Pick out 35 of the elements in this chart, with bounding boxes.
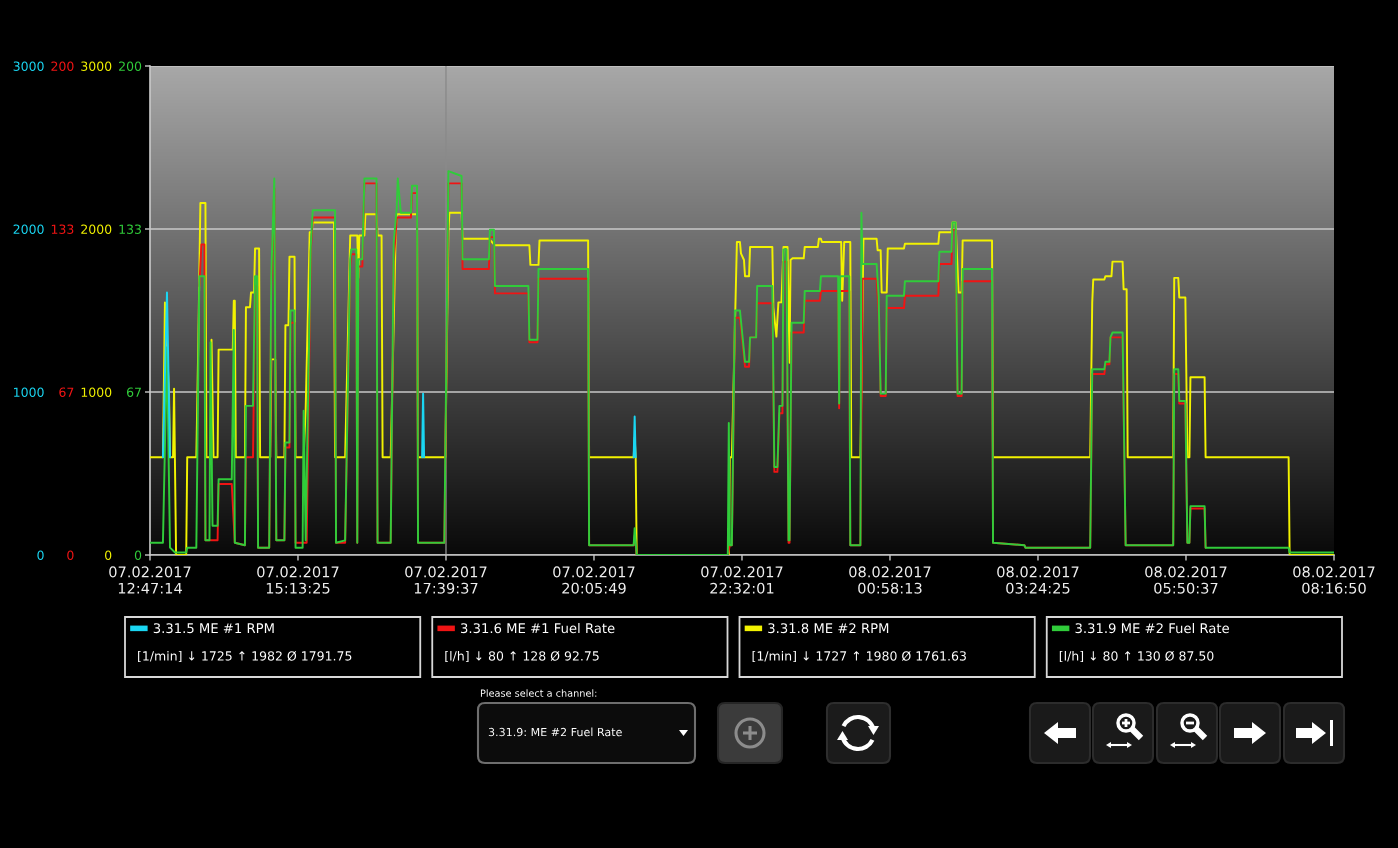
y2-tick-label: 133 bbox=[119, 224, 141, 234]
y3-tick-label: 0 bbox=[37, 550, 44, 560]
x-tick-label: 07.02.2017 15:13:25 bbox=[257, 566, 339, 594]
text: 0 bbox=[67, 550, 74, 560]
text: 133 bbox=[51, 224, 74, 234]
x-tick-label: 07.02.2017 12:47:14 bbox=[109, 566, 191, 594]
x-tick-label: 08.02.2017 00:58:13 bbox=[849, 566, 931, 594]
y3-tick-label: 3000 bbox=[13, 61, 44, 71]
y2-tick-label: 200 bbox=[119, 61, 142, 71]
text: Please select a channel: bbox=[480, 689, 597, 697]
y2-tick-label: 0 bbox=[134, 550, 142, 560]
y-tick-label: 1000 bbox=[81, 387, 112, 397]
text: 3.31.9: ME #2 Fuel Rate bbox=[488, 727, 622, 737]
legend-label: 3.31.5 ME #1 RPM bbox=[153, 623, 274, 634]
text: [1/min] ↓ 1727 ↑ 1980 Ø 1761.63 bbox=[752, 650, 966, 663]
x-tick-label: 08.02.2017 03:24:25 bbox=[997, 566, 1079, 594]
y3-tick-label: 1000 bbox=[14, 387, 44, 397]
text: [1/min] ↓ 1725 ↑ 1982 Ø 1791.75 bbox=[138, 650, 352, 663]
legend-label: 3.31.6 ME #1 Fuel Rate bbox=[461, 622, 615, 634]
text: 200 bbox=[51, 61, 74, 71]
legend-label: 3.31.9 ME #2 Fuel Rate bbox=[1075, 622, 1229, 634]
x-tick-label: 07.02.2017 20:05:49 bbox=[553, 566, 635, 594]
x-tick-label: 08.02.2017 05:50:37 bbox=[1145, 566, 1227, 594]
x-tick-label: 08.02.2017 08:16:50 bbox=[1293, 566, 1375, 594]
y-tick-label: 2000 bbox=[81, 224, 112, 234]
text: [l/h] ↓ 80 ↑ 128 Ø 92.75 bbox=[445, 650, 599, 663]
x-tick-label: 07.02.2017 22:32:01 bbox=[701, 566, 783, 594]
x-tick-label: 07.02.2017 17:39:37 bbox=[405, 566, 487, 594]
y-tick-label: 0 bbox=[105, 550, 112, 560]
y2-tick-label: 67 bbox=[126, 387, 141, 397]
legend-label: 3.31.8 ME #2 RPM bbox=[768, 623, 889, 634]
y3-tick-label: 2000 bbox=[13, 224, 44, 234]
y-tick-label: 3000 bbox=[81, 61, 112, 71]
text: [l/h] ↓ 80 ↑ 130 Ø 87.50 bbox=[1059, 650, 1214, 663]
text: 67 bbox=[59, 387, 74, 397]
